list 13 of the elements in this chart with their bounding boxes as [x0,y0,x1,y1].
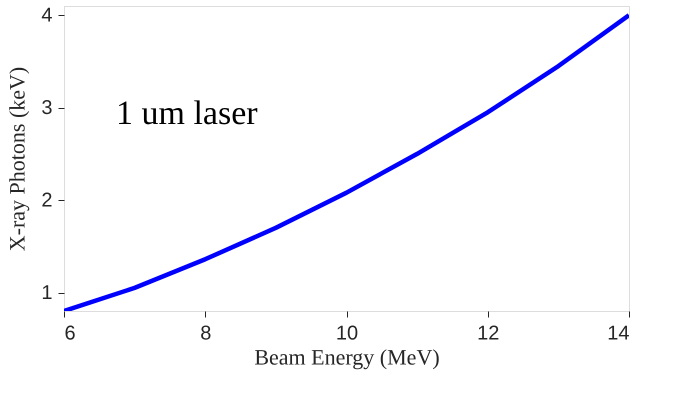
y-tick-label: 3 [41,97,52,120]
annotation: 1 um laser [116,95,258,132]
line-series [64,12,629,311]
x-tick-label: 8 [200,322,212,344]
y-axis-title: X-ray Photons (keV) [4,66,30,252]
x-tick-label: 12 [477,322,500,344]
x-tick-label: 10 [336,322,358,344]
x-axis-title: Beam Energy (MeV) [254,344,440,370]
y-tick-label: 4 [41,4,52,27]
y-tick-label: 1 [41,282,52,304]
x-tick-label: 14 [607,322,630,344]
y-tick-label: 2 [41,190,52,212]
x-tick-label: 6 [64,322,76,344]
